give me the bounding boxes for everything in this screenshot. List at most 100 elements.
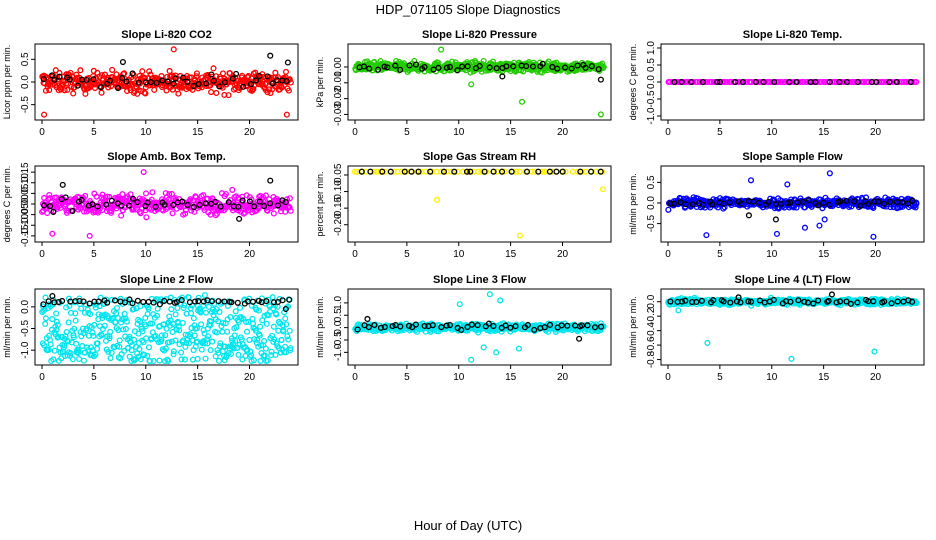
data-point <box>486 291 493 298</box>
data-point <box>907 78 914 86</box>
data-point <box>140 298 147 305</box>
data-point <box>150 357 157 365</box>
data-point <box>168 306 175 313</box>
data-point <box>92 351 99 358</box>
data-point <box>577 168 584 175</box>
data-point <box>458 326 465 333</box>
data-point <box>899 199 906 206</box>
data-point <box>257 323 264 330</box>
data-point <box>179 294 186 301</box>
data-point <box>423 168 430 175</box>
data-point <box>42 294 49 301</box>
data-point <box>108 296 116 303</box>
data-point <box>772 216 779 223</box>
data-point <box>179 198 186 205</box>
data-point <box>554 65 561 72</box>
data-point <box>90 332 97 339</box>
data-point <box>667 298 674 305</box>
data-point <box>365 324 372 331</box>
data-point <box>196 201 203 208</box>
data-point <box>63 328 70 336</box>
data-point <box>448 168 455 175</box>
data-point <box>107 355 114 362</box>
y-tick-label: -0.8 <box>646 351 657 369</box>
data-point <box>84 306 91 313</box>
data-point <box>805 197 813 204</box>
x-tick-label: 10 <box>453 127 465 138</box>
data-point <box>90 76 97 83</box>
panel-6: Slope Sample Flow 0 5 10 15 20 -0.5 0.0 0.5 ml/mi… <box>628 151 925 260</box>
series-red <box>39 46 294 118</box>
data-point <box>170 80 177 87</box>
data-point <box>909 298 916 305</box>
data-point <box>532 168 539 175</box>
data-point <box>50 208 57 215</box>
data-point <box>202 309 210 316</box>
data-point <box>105 348 112 355</box>
x-tick-label: 5 <box>404 372 410 383</box>
y-tick-label: 0.00 <box>333 57 344 77</box>
data-point <box>415 168 422 175</box>
data-point <box>61 342 68 349</box>
data-point <box>235 351 242 358</box>
data-point <box>82 90 89 97</box>
data-point <box>480 344 487 351</box>
x-tick-label: 0 <box>352 127 358 138</box>
y-tick-label: -0.05 <box>333 163 344 186</box>
series-green <box>352 46 607 118</box>
data-point <box>150 299 157 306</box>
data-point <box>123 78 130 85</box>
data-point <box>770 296 777 303</box>
data-point <box>122 315 129 322</box>
data-point <box>578 322 585 329</box>
data-point <box>149 320 156 327</box>
data-point <box>377 324 384 331</box>
data-point <box>871 198 878 205</box>
y-tick-label: -0.5 <box>20 319 31 337</box>
data-point <box>360 63 367 70</box>
x-tick-label: 0 <box>665 249 671 260</box>
y-axis-label: degrees C per min. <box>2 166 12 243</box>
data-point <box>516 232 524 239</box>
data-point <box>109 66 116 73</box>
data-point <box>126 333 133 340</box>
data-point <box>114 202 121 209</box>
data-point <box>468 81 475 88</box>
data-point <box>667 200 674 207</box>
data-point <box>257 192 264 199</box>
data-point <box>149 189 156 196</box>
data-point <box>269 294 276 301</box>
data-point <box>193 339 200 346</box>
series-magenta <box>39 169 294 239</box>
data-point <box>443 322 450 329</box>
x-tick-label: 15 <box>505 249 517 260</box>
data-point <box>230 345 237 352</box>
data-point <box>76 355 83 363</box>
data-point <box>174 305 181 312</box>
y-tick-label: 0.0 <box>20 299 31 313</box>
page-title: HDP_071105 Slope Diagnostics <box>375 2 561 17</box>
data-point <box>138 205 146 212</box>
data-point <box>881 200 888 207</box>
data-point <box>793 78 800 86</box>
data-point <box>40 76 47 83</box>
data-point <box>213 329 220 336</box>
data-point <box>720 298 727 305</box>
data-point <box>523 168 531 175</box>
data-point <box>888 300 895 307</box>
data-point <box>233 70 240 77</box>
data-point <box>104 299 111 306</box>
data-point <box>106 335 113 342</box>
data-point <box>53 310 60 317</box>
y-axis-label: Licor ppm per min. <box>2 45 12 120</box>
data-point <box>89 329 96 336</box>
data-point <box>826 78 833 86</box>
data-point <box>163 325 170 332</box>
data-point <box>880 78 887 86</box>
data-point <box>48 72 55 79</box>
data-point <box>735 294 742 301</box>
data-point <box>215 357 223 364</box>
data-point <box>55 299 62 306</box>
x-tick-label: 0 <box>39 127 45 138</box>
data-point <box>65 349 73 356</box>
